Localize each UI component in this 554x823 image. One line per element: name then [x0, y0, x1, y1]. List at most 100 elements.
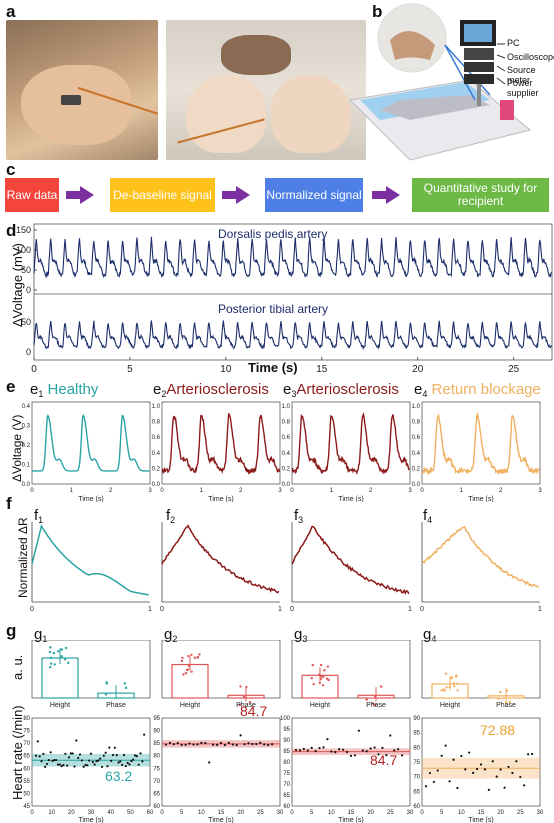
e-y-tick-label: 0.0 [152, 482, 161, 488]
e-y-tick-label: 0.0 [22, 482, 31, 488]
g-bar-point [311, 663, 314, 667]
f3-title: f3 [294, 507, 304, 525]
g-y-tick-label: 45 [23, 804, 30, 810]
g-bar-point [180, 659, 184, 663]
g-bar-category-label: Phase [366, 702, 386, 709]
g-y-tick-label: 75 [153, 766, 160, 772]
g-scatter-point [334, 751, 337, 754]
g-bar-point [190, 653, 193, 657]
g-scatter-point [223, 743, 227, 747]
e-x-tick-label: 3 [148, 488, 152, 494]
e-x-tick-label: 0 [290, 488, 294, 494]
d-x-tick-label: 15 [316, 364, 328, 375]
g-bar-point [440, 689, 443, 692]
hands [221, 35, 291, 75]
g-bar-point [181, 656, 184, 660]
g-scatter-point [40, 760, 43, 763]
g-scatter-point [124, 765, 127, 768]
e-y-tick-label: 0.6 [282, 435, 291, 441]
e-y-tick-label: 0.0 [282, 482, 291, 488]
g-bar-point [442, 688, 445, 691]
g-scatter-point [424, 785, 428, 788]
oscilloscope [464, 48, 494, 60]
d-frame [33, 223, 553, 361]
e-y-tick-label: 0.2 [22, 443, 31, 449]
g-scatter-point [108, 746, 111, 749]
e-y-tick-label: 0.6 [412, 435, 421, 441]
g-y-tick-label: 90 [283, 738, 290, 744]
g-y-tick-label: 95 [283, 727, 290, 733]
g-scatter-point [444, 744, 447, 747]
e-x-tick-label: 2 [369, 488, 373, 494]
g-bar-point [238, 703, 241, 707]
sensor-patch [61, 95, 81, 105]
g-bar-point [190, 670, 193, 673]
e-x-tick-label: 3 [408, 488, 412, 494]
g-bar-point [52, 651, 56, 655]
g-scatter-point [64, 752, 67, 755]
g-scatter-point [318, 746, 321, 750]
g-bar-point [184, 671, 188, 675]
g-scatter-point [180, 743, 183, 747]
d-series-posterior [33, 320, 552, 351]
e-y-tick-label: 0.4 [282, 451, 291, 457]
label-source-meter: Source meter [507, 65, 536, 85]
g-y-tick-label: 75 [413, 760, 420, 766]
g-scatter-point [389, 734, 392, 737]
e-y-tick-label: 0.6 [152, 435, 161, 441]
g-scatter-point [38, 755, 41, 758]
g-bar-point [60, 655, 63, 658]
d-x-tick-label: 0 [31, 364, 37, 375]
label-leader [496, 54, 506, 59]
g-scatter-point [133, 754, 137, 757]
f-series-1 [31, 524, 149, 596]
g-scatter-point [137, 763, 140, 766]
g-scatter-point [58, 763, 61, 766]
g-bar-point [456, 689, 459, 692]
g-bar-point [56, 650, 60, 653]
g-scatter-point [472, 771, 475, 775]
e1-title: e1 Healthy [30, 381, 99, 399]
e-y-tick-label: 0.4 [152, 451, 161, 457]
g-scatter-point [310, 746, 313, 749]
g-scatter-point [200, 741, 203, 744]
g-scatter-point [73, 765, 76, 768]
flow-step-de-baseline: De-baseline signal [110, 178, 215, 212]
g-scatter-point [345, 750, 349, 754]
g-bar-point [318, 681, 321, 685]
g-scatter-point [110, 759, 113, 762]
g-scatter-point [102, 754, 105, 757]
g-scatter-point [456, 786, 459, 790]
e-x-tick-label: 0 [420, 488, 424, 494]
g-scatter-point [495, 775, 498, 778]
g-bar-point [105, 681, 108, 684]
chart-f-normalized: 0 1 0 1 0 1 0 1 [30, 522, 542, 613]
e-y-tick-label: 0.3 [22, 424, 31, 430]
d-y-tick-label-lower: 50 [21, 317, 31, 327]
g-bar-point [379, 685, 383, 688]
g-scatter-point [219, 741, 223, 745]
g-scatter-point [45, 762, 49, 766]
chart-d-signals: 0 50 100 150 0 50 0 5 10 15 20 25 [16, 223, 553, 375]
d-y-tick-label: 150 [16, 225, 31, 235]
cart-pole [477, 84, 481, 106]
g-scatter-point [115, 754, 118, 757]
g-scatter-point [176, 742, 179, 745]
g2-title: g2 [164, 626, 178, 644]
g-x-tick-label: 30 [277, 810, 284, 816]
g-x-tick-label: 10 [458, 810, 465, 816]
g-bar-point [64, 646, 68, 650]
g-scatter-point [132, 758, 135, 761]
g-y-tick-label: 90 [413, 716, 420, 722]
photo-foot-sole [166, 20, 366, 160]
e-series-3 [291, 412, 410, 476]
g-bar-point [49, 662, 53, 665]
chart-e-waveforms: 0.0 0.1 0.2 0.3 0.4 0 1 2 3 Time (s) 0.0 0.2 0.4 0.6 0… [22, 401, 542, 502]
g-bar-point [444, 672, 448, 675]
g-scatter-point [263, 743, 266, 746]
g-scatter-point [499, 768, 502, 771]
g-scatter-point [393, 749, 396, 752]
g-bar-point [49, 665, 52, 669]
g-bar-point [104, 693, 108, 696]
g-scatter-frame [421, 717, 541, 807]
